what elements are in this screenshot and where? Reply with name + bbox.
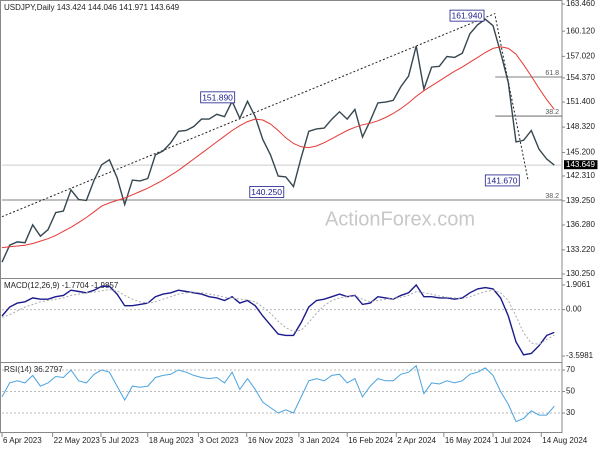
watermark: ActionForex.com [325, 208, 475, 230]
y-tick-label: -3.5981 [566, 351, 594, 360]
y-tick-label: 145.200 [566, 148, 595, 157]
y-tick-label: 1.9061 [566, 280, 591, 289]
fib-label: 38.2 [545, 193, 559, 200]
y-tick-label: 139.250 [566, 196, 595, 205]
panel-title: MACD(12,26,9) -1.7704 -1.9857 [4, 281, 119, 290]
y-tick-label: 151.400 [566, 97, 595, 106]
series-line [1, 18, 555, 263]
fib-label: 61.8 [545, 70, 559, 77]
x-tick-label: 16 May 2024 [445, 436, 492, 445]
fib-label: 38.2 [545, 109, 559, 116]
y-tick-label: 136.280 [566, 220, 595, 229]
y-tick-label: 130.250 [566, 269, 595, 278]
series-line [1, 364, 555, 423]
x-tick-label: 3 Oct 2023 [199, 436, 239, 445]
y-tick-label: 50 [566, 387, 575, 396]
x-tick-label: 18 Aug 2023 [149, 436, 194, 445]
panel-frame [0, 278, 563, 363]
y-tick-label: 157.020 [566, 51, 595, 60]
y-tick-label: 30 [566, 408, 575, 417]
callout-label: 140.250 [251, 187, 282, 197]
y-tick-label: 70 [566, 365, 575, 374]
callout-label: 141.670 [487, 175, 518, 185]
callout-box [200, 91, 236, 104]
x-tick-label: 16 Feb 2024 [348, 436, 393, 445]
last-price-label: 143.649 [566, 160, 595, 169]
x-tick-label: 22 May 2023 [54, 436, 101, 445]
callout-label: 161.940 [452, 11, 483, 21]
callout-box [449, 9, 485, 22]
callout-box [484, 174, 520, 187]
y-tick-label: 0.00 [566, 305, 582, 314]
series-line [1, 289, 555, 345]
x-tick-label: 5 Jul 2023 [102, 436, 139, 445]
last-price-box [564, 160, 598, 170]
y-tick-label: 148.320 [566, 122, 595, 131]
panel-frame [0, 0, 563, 279]
series-line [1, 283, 555, 356]
trendline [1, 13, 496, 218]
y-tick-label: 160.120 [566, 26, 595, 35]
series-line [1, 46, 555, 249]
panel-title: USDJPY,Daily 143.424 144.046 141.971 143… [4, 3, 180, 12]
y-tick-label: 142.310 [566, 171, 595, 180]
trendline [494, 16, 529, 182]
x-tick-label: 6 Apr 2023 [3, 436, 42, 445]
x-tick-label: 16 Nov 2023 [248, 436, 294, 445]
x-tick-label: 1 Jul 2024 [494, 436, 531, 445]
y-tick-label: 133.220 [566, 245, 595, 254]
x-tick-label: 14 Aug 2024 [542, 436, 587, 445]
x-tick-label: 3 Jan 2024 [300, 436, 340, 445]
y-tick-label: 163.460 [566, 0, 595, 8]
callout-box [249, 186, 285, 198]
x-tick-label: 2 Apr 2024 [397, 436, 436, 445]
callout-label: 151.890 [202, 92, 233, 102]
panel-title: RSI(14) 36.2797 [4, 365, 63, 374]
y-tick-label: 154.370 [566, 73, 595, 82]
panel-frame [0, 362, 563, 433]
